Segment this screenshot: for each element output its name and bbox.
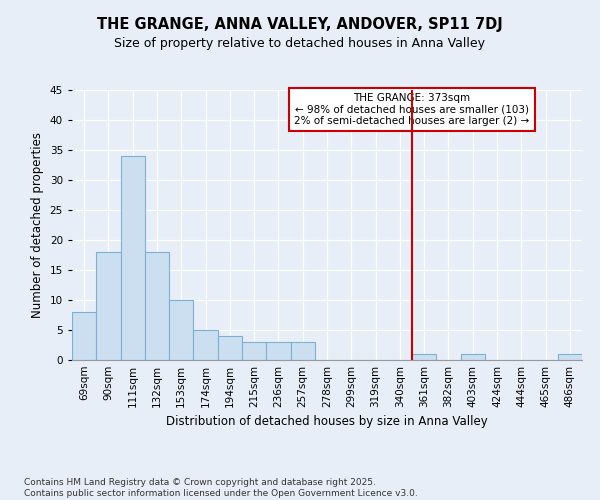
Bar <box>193 330 218 360</box>
Bar <box>242 342 266 360</box>
Bar <box>218 336 242 360</box>
Bar <box>169 300 193 360</box>
Bar <box>266 342 290 360</box>
X-axis label: Distribution of detached houses by size in Anna Valley: Distribution of detached houses by size … <box>166 416 488 428</box>
Text: THE GRANGE: 373sqm
← 98% of detached houses are smaller (103)
2% of semi-detache: THE GRANGE: 373sqm ← 98% of detached hou… <box>295 93 530 126</box>
Bar <box>558 354 582 360</box>
Bar <box>121 156 145 360</box>
Text: Contains HM Land Registry data © Crown copyright and database right 2025.
Contai: Contains HM Land Registry data © Crown c… <box>24 478 418 498</box>
Bar <box>461 354 485 360</box>
Bar <box>412 354 436 360</box>
Bar <box>72 312 96 360</box>
Text: THE GRANGE, ANNA VALLEY, ANDOVER, SP11 7DJ: THE GRANGE, ANNA VALLEY, ANDOVER, SP11 7… <box>97 18 503 32</box>
Bar <box>145 252 169 360</box>
Y-axis label: Number of detached properties: Number of detached properties <box>31 132 44 318</box>
Text: Size of property relative to detached houses in Anna Valley: Size of property relative to detached ho… <box>115 38 485 51</box>
Bar <box>290 342 315 360</box>
Bar <box>96 252 121 360</box>
